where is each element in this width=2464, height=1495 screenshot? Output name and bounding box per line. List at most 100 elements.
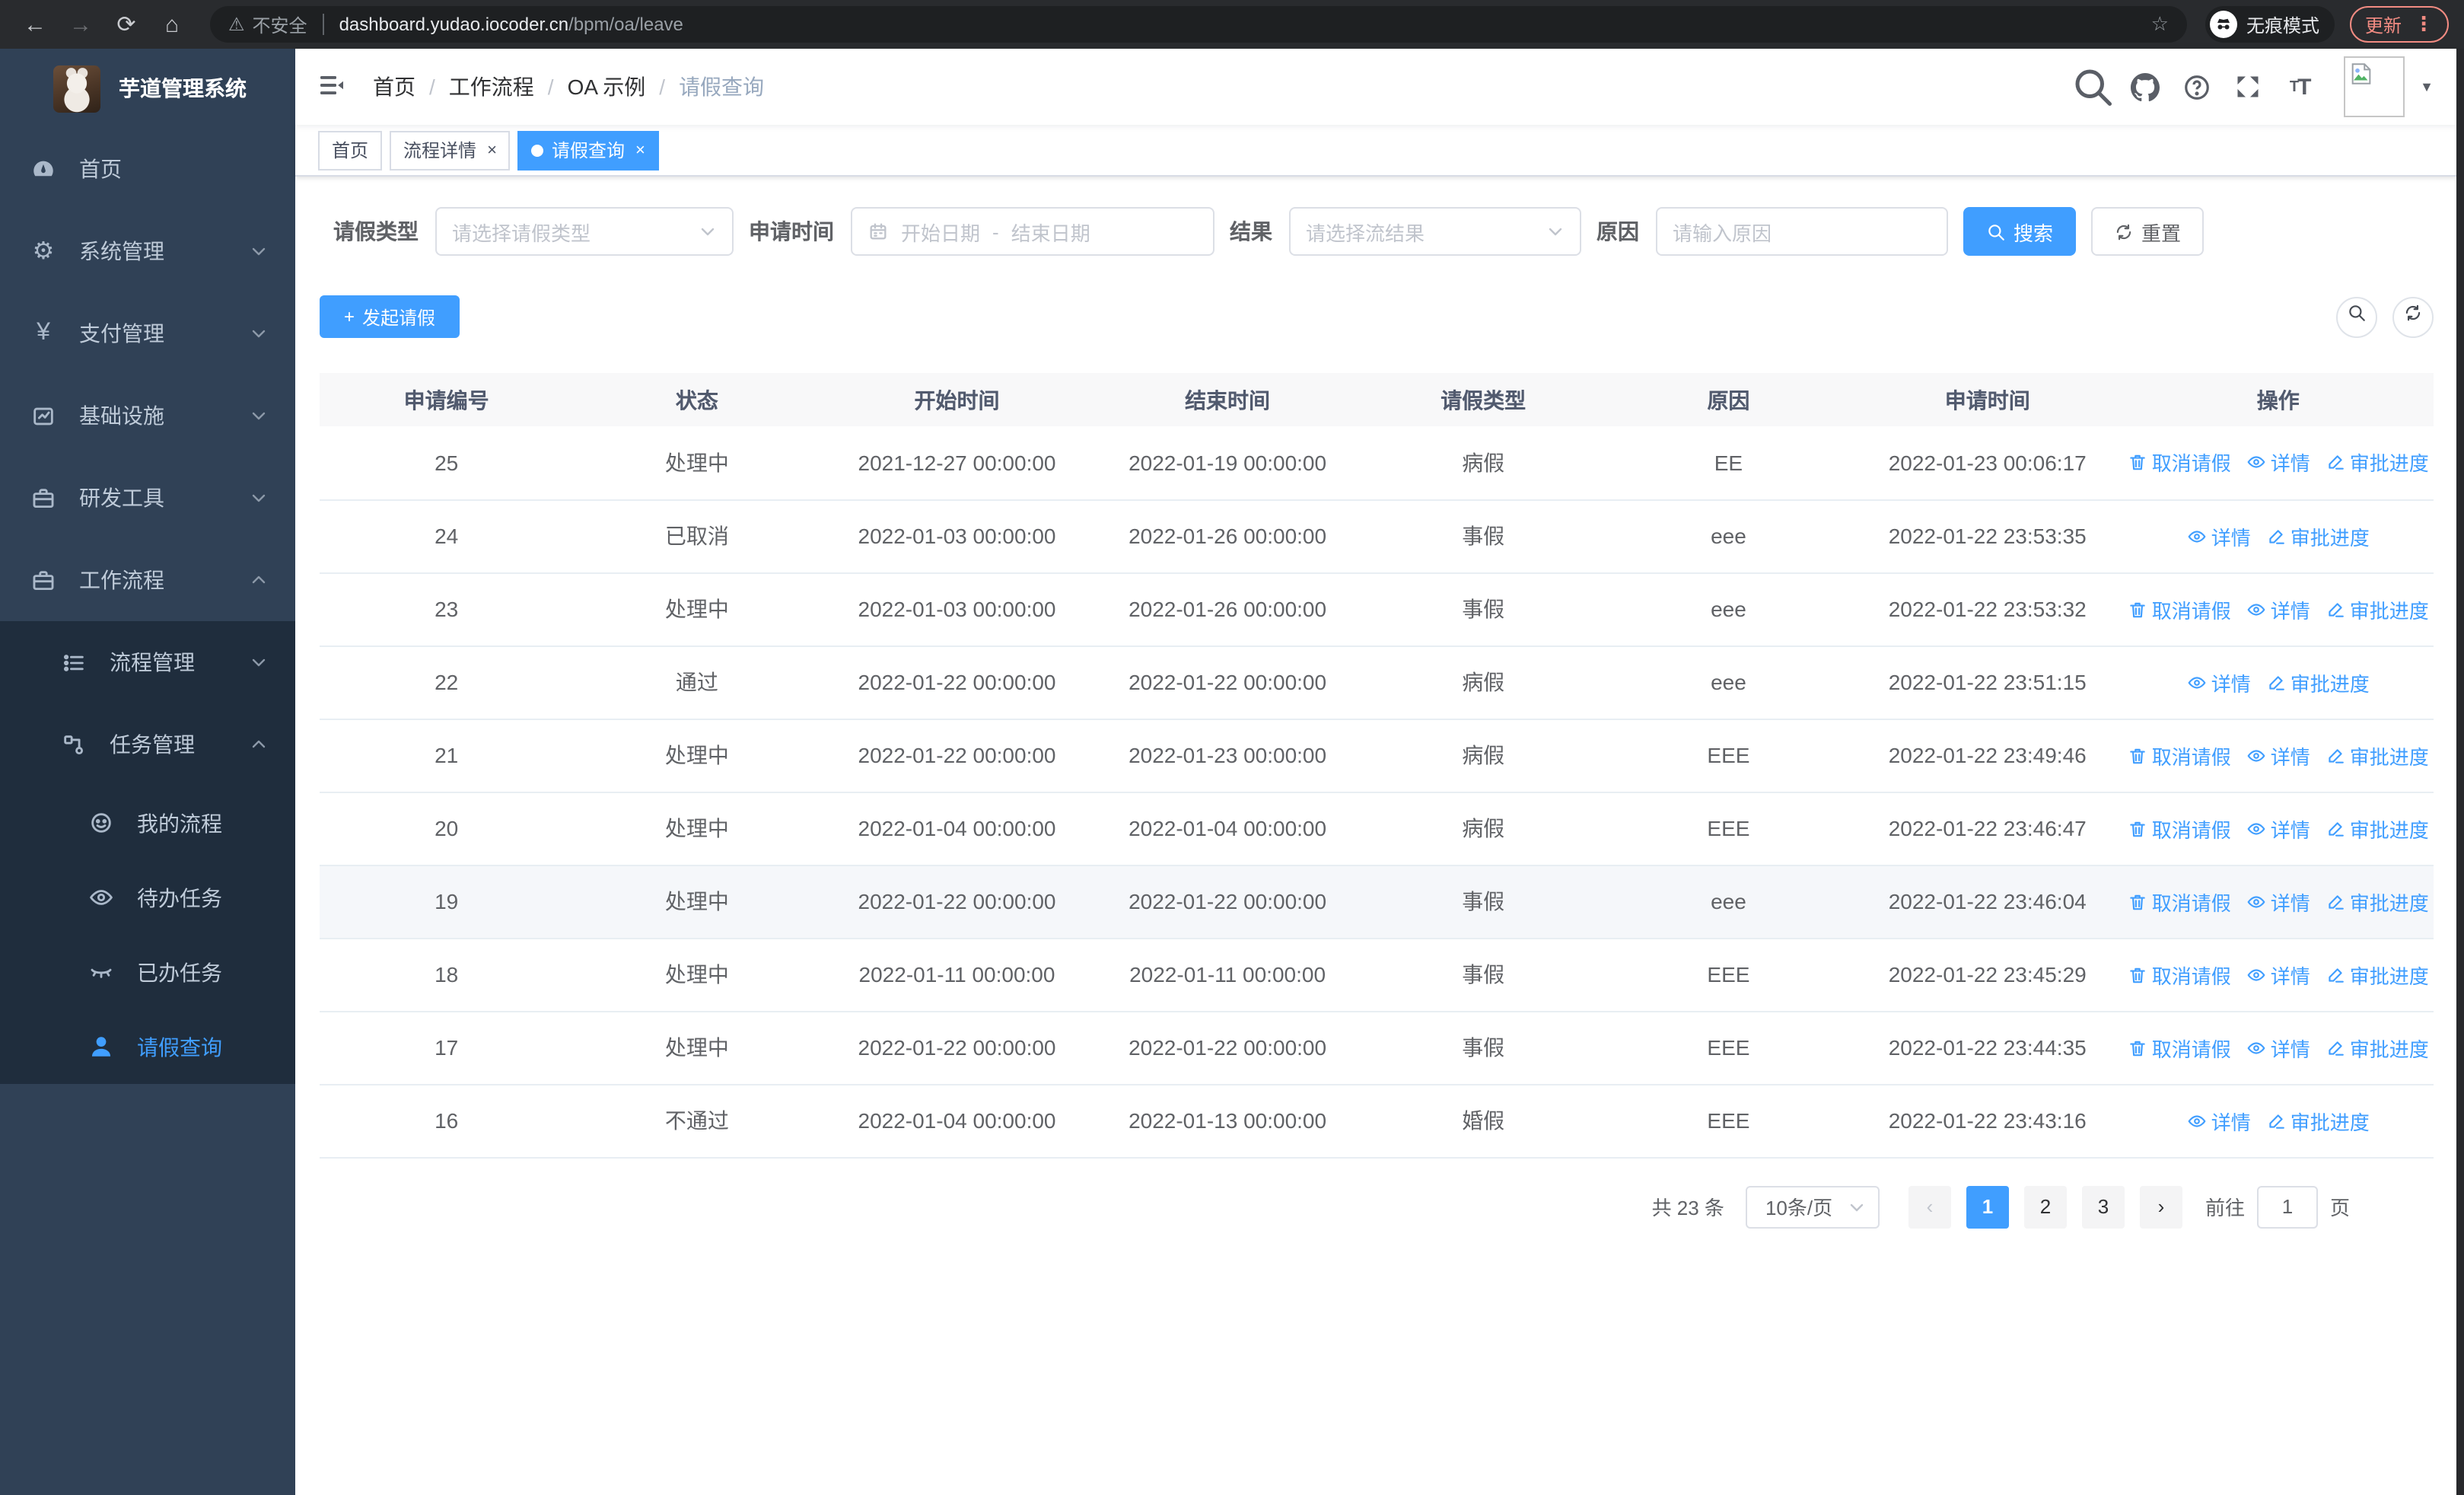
- table-row[interactable]: 23 处理中 2022-01-03 00:00:00 2022-01-26 00…: [320, 572, 2434, 646]
- close-icon[interactable]: ×: [487, 141, 497, 159]
- table-row[interactable]: 24 已取消 2022-01-03 00:00:00 2022-01-26 00…: [320, 499, 2434, 573]
- page-number-button[interactable]: 3: [2081, 1185, 2125, 1228]
- action-link[interactable]: 详情: [2187, 521, 2251, 550]
- eye-icon: [2246, 1038, 2266, 1057]
- table-row[interactable]: 19 处理中 2022-01-22 00:00:00 2022-01-22 00…: [320, 865, 2434, 939]
- table-row[interactable]: 25 处理中 2021-12-27 00:00:00 2022-01-19 00…: [320, 426, 2434, 500]
- action-link[interactable]: 审批进度: [2326, 741, 2429, 770]
- breadcrumb-item[interactable]: 工作流程: [448, 75, 534, 99]
- page-size-select[interactable]: 10条/页: [1745, 1185, 1880, 1228]
- toggle-search-button[interactable]: [2336, 296, 2377, 337]
- sidebar-item-home[interactable]: 首页: [0, 128, 295, 210]
- action-link[interactable]: 详情: [2246, 741, 2310, 770]
- sidebar-item-leave-query[interactable]: 请假查询: [0, 1009, 295, 1084]
- sidebar-item-workflow[interactable]: 工作流程: [0, 539, 295, 621]
- security-warning[interactable]: ⚠ 不安全: [228, 14, 307, 36]
- action-link[interactable]: 审批进度: [2326, 887, 2429, 916]
- action-link[interactable]: 审批进度: [2326, 594, 2429, 623]
- table-header-row: 申请编号 状态 开始时间 结束时间 请假类型 原因 申请时间 操作: [320, 373, 2434, 426]
- tag-leave-query[interactable]: 请假查询 ×: [517, 130, 659, 170]
- address-bar[interactable]: ⚠ 不安全 dashboard.yudao.iocoder.cn/bpm/oa/l…: [210, 6, 2187, 43]
- breadcrumb-item[interactable]: OA 示例: [567, 75, 646, 99]
- cell-leave-type: 事假: [1361, 572, 1605, 646]
- sidebar-toggle-icon[interactable]: [318, 72, 349, 102]
- prev-page-button[interactable]: ‹: [1908, 1185, 1951, 1228]
- help-icon[interactable]: [2173, 64, 2219, 110]
- action-link[interactable]: 详情: [2246, 887, 2310, 916]
- table-row[interactable]: 17 处理中 2022-01-22 00:00:00 2022-01-22 00…: [320, 1011, 2434, 1085]
- table-header-cell: 请假类型: [1361, 373, 1605, 426]
- table-row[interactable]: 16 不通过 2022-01-04 00:00:00 2022-01-13 00…: [320, 1084, 2434, 1158]
- tag-process-detail[interactable]: 流程详情 ×: [390, 130, 511, 170]
- browser-menu-icon[interactable]: ⋮: [2414, 12, 2434, 35]
- action-link[interactable]: 取消请假: [2128, 960, 2231, 989]
- sidebar-item-my-process[interactable]: 我的流程: [0, 786, 295, 860]
- sidebar-item-devtools[interactable]: 研发工具: [0, 457, 295, 539]
- action-link[interactable]: 详情: [2246, 448, 2310, 477]
- browser-back-button[interactable]: ←: [24, 11, 46, 37]
- github-icon[interactable]: [2122, 64, 2167, 110]
- table-row[interactable]: 20 处理中 2022-01-04 00:00:00 2022-01-04 00…: [320, 792, 2434, 865]
- action-link[interactable]: 详情: [2246, 814, 2310, 843]
- sidebar-item-process-management[interactable]: 流程管理: [0, 621, 295, 703]
- action-link[interactable]: 详情: [2246, 960, 2310, 989]
- sidebar-item-system[interactable]: ⚙ 系统管理: [0, 210, 295, 292]
- fullscreen-icon[interactable]: [2225, 64, 2271, 110]
- sidebar-item-todo-tasks[interactable]: 待办任务: [0, 860, 295, 935]
- action-link[interactable]: 审批进度: [2326, 448, 2429, 477]
- breadcrumb-item[interactable]: 请假查询: [679, 75, 765, 99]
- action-link[interactable]: 详情: [2187, 668, 2251, 696]
- search-button[interactable]: 搜索: [1963, 207, 2077, 256]
- create-leave-button[interactable]: + 发起请假: [320, 295, 460, 338]
- table-row[interactable]: 18 处理中 2022-01-11 00:00:00 2022-01-11 00…: [320, 938, 2434, 1012]
- refresh-table-button[interactable]: [2392, 296, 2434, 337]
- search-icon[interactable]: [2070, 64, 2115, 110]
- next-page-button[interactable]: ›: [2139, 1185, 2182, 1228]
- reason-input[interactable]: 请输入原因: [1656, 207, 1948, 256]
- sidebar-item-done-tasks[interactable]: 已办任务: [0, 935, 295, 1009]
- action-link[interactable]: 详情: [2246, 594, 2310, 623]
- avatar[interactable]: [2344, 56, 2405, 117]
- update-button[interactable]: 更新: [2364, 14, 2402, 36]
- leave-type-select[interactable]: 请选择请假类型: [435, 207, 734, 256]
- action-link[interactable]: 审批进度: [2266, 521, 2370, 550]
- action-link[interactable]: 审批进度: [2266, 1106, 2370, 1135]
- action-link[interactable]: 取消请假: [2128, 1033, 2231, 1062]
- page-number-button[interactable]: 1: [1966, 1185, 2009, 1228]
- avatar-caret-down-icon[interactable]: ▼: [2420, 79, 2434, 94]
- action-link[interactable]: 详情: [2187, 1106, 2251, 1135]
- sidebar-item-payment[interactable]: ¥ 支付管理: [0, 292, 295, 375]
- breadcrumb-separator: /: [547, 75, 554, 99]
- row-actions: 取消请假 详情: [2123, 814, 2434, 843]
- apply-time-range-picker[interactable]: 开始日期 - 结束日期: [851, 207, 1214, 256]
- action-link[interactable]: 取消请假: [2128, 887, 2231, 916]
- reset-button[interactable]: 重置: [2091, 207, 2205, 256]
- action-link[interactable]: 取消请假: [2128, 741, 2231, 770]
- browser-home-button[interactable]: ⌂: [164, 11, 180, 37]
- table-row[interactable]: 22 通过 2022-01-22 00:00:00 2022-01-22 00:…: [320, 645, 2434, 719]
- tag-home[interactable]: 首页: [318, 130, 383, 170]
- action-link[interactable]: 审批进度: [2326, 1033, 2429, 1062]
- browser-reload-button[interactable]: ⟳: [116, 12, 136, 38]
- action-link[interactable]: 取消请假: [2128, 814, 2231, 843]
- action-link[interactable]: 审批进度: [2266, 668, 2370, 696]
- monitor-check-icon: [30, 403, 56, 429]
- app-logo[interactable]: 芋道管理系统: [0, 49, 295, 128]
- browser-forward-button[interactable]: →: [69, 11, 92, 37]
- result-select[interactable]: 请选择流结果: [1289, 207, 1581, 256]
- action-link[interactable]: 审批进度: [2326, 814, 2429, 843]
- sidebar-item-infrastructure[interactable]: 基础设施: [0, 375, 295, 457]
- breadcrumb-item[interactable]: 首页: [373, 75, 415, 99]
- action-link[interactable]: 取消请假: [2128, 448, 2231, 477]
- action-link[interactable]: 取消请假: [2128, 594, 2231, 623]
- goto-page-input[interactable]: 1: [2256, 1185, 2318, 1228]
- action-link[interactable]: 详情: [2246, 1033, 2310, 1062]
- page-number-button[interactable]: 2: [2023, 1185, 2067, 1228]
- bookmark-star-icon[interactable]: ☆: [2150, 12, 2169, 35]
- action-link[interactable]: 审批进度: [2326, 960, 2429, 989]
- page-scrollbar[interactable]: [2456, 49, 2464, 1495]
- table-row[interactable]: 21 处理中 2022-01-22 00:00:00 2022-01-23 00…: [320, 719, 2434, 792]
- close-icon[interactable]: ×: [635, 141, 645, 159]
- sidebar-item-task-management[interactable]: 任务管理: [0, 703, 295, 786]
